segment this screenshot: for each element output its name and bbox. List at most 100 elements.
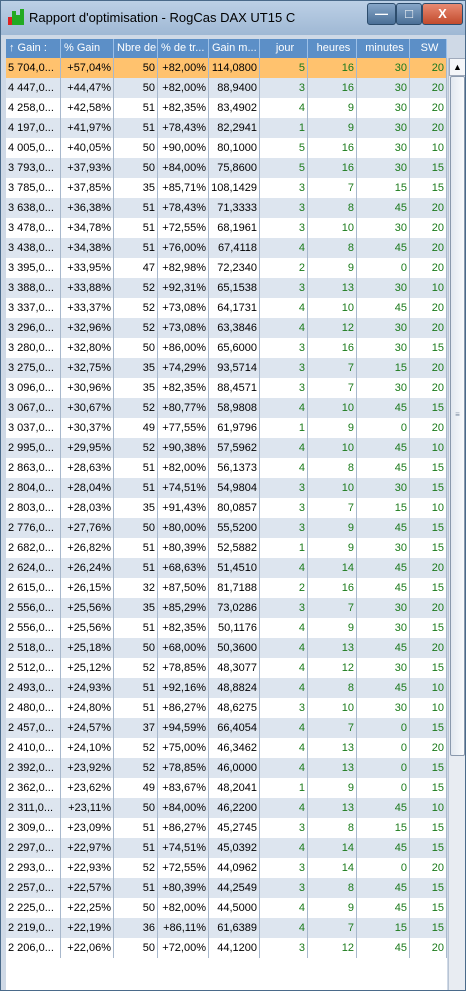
table-row[interactable]: 2 225,0... +22,25% 50 +82,00% 44,5000 4 9 45 15 xyxy=(6,898,447,918)
table-row[interactable]: 3 096,0... +30,96% 35 +82,35% 88,4571 3 7 30 20 xyxy=(6,378,447,398)
cell-heures: 9 xyxy=(308,98,357,118)
cell-jour: 3 xyxy=(260,178,308,198)
cell-nb: 51 xyxy=(114,698,158,718)
cell-nb: 51 xyxy=(114,558,158,578)
cell-gain: 2 219,0... xyxy=(6,918,61,938)
table-row[interactable]: 3 337,0... +33,37% 52 +73,08% 64,1731 4 10 45 20 xyxy=(6,298,447,318)
column-header-gainm[interactable]: Gain m... xyxy=(209,39,260,58)
table-row[interactable]: 2 995,0... +29,95% 52 +90,38% 57,5962 4 10 45 10 xyxy=(6,438,447,458)
cell-minutes: 30 xyxy=(357,318,410,338)
table-row[interactable]: 3 785,0... +37,85% 35 +85,71% 108,1429 3 7 15 15 xyxy=(6,178,447,198)
table-row[interactable]: 2 624,0... +26,24% 51 +68,63% 51,4510 4 14 45 20 xyxy=(6,558,447,578)
cell-nb: 52 xyxy=(114,298,158,318)
column-header-jour[interactable]: jour xyxy=(260,39,308,58)
cell-minutes: 30 xyxy=(357,118,410,138)
table-row[interactable]: 2 311,0... +23,11% 50 +84,00% 46,2200 4 13 45 10 xyxy=(6,798,447,818)
table-row[interactable]: 2 803,0... +28,03% 35 +91,43% 80,0857 3 7 15 10 xyxy=(6,498,447,518)
column-header-sw[interactable]: SW xyxy=(410,39,447,58)
table-row[interactable]: 2 493,0... +24,93% 51 +92,16% 48,8824 4 8 45 10 xyxy=(6,678,447,698)
column-header-gain[interactable]: ↑ Gain : xyxy=(6,39,61,58)
table-row[interactable]: 3 067,0... +30,67% 52 +80,77% 58,9808 4 10 45 15 xyxy=(6,398,447,418)
table-row[interactable]: 3 793,0... +37,93% 50 +84,00% 75,8600 5 16 30 15 xyxy=(6,158,447,178)
table-row[interactable]: 2 457,0... +24,57% 37 +94,59% 66,4054 4 7 0 15 xyxy=(6,718,447,738)
column-header-pctwin[interactable]: % de tr... xyxy=(158,39,209,58)
cell-gainm: 73,0286 xyxy=(209,598,260,618)
table-row[interactable]: 2 804,0... +28,04% 51 +74,51% 54,9804 3 10 30 15 xyxy=(6,478,447,498)
grip-icon: ≡ xyxy=(455,410,460,419)
table-row[interactable]: 3 478,0... +34,78% 51 +72,55% 68,1961 3 10 30 20 xyxy=(6,218,447,238)
cell-heures: 9 xyxy=(308,258,357,278)
table-row[interactable]: 2 556,0... +25,56% 35 +85,29% 73,0286 3 7 30 20 xyxy=(6,598,447,618)
column-header-minutes[interactable]: minutes xyxy=(357,39,410,58)
table-row[interactable]: 2 682,0... +26,82% 51 +80,39% 52,5882 1 9 30 15 xyxy=(6,538,447,558)
table-row[interactable]: 2 257,0... +22,57% 51 +80,39% 44,2549 3 8 45 15 xyxy=(6,878,447,898)
cell-nb: 35 xyxy=(114,498,158,518)
table-row[interactable]: 3 395,0... +33,95% 47 +82,98% 72,2340 2 9 0 20 xyxy=(6,258,447,278)
cell-gain: 4 005,0... xyxy=(6,138,61,158)
table-row[interactable]: 2 776,0... +27,76% 50 +80,00% 55,5200 3 9 45 15 xyxy=(6,518,447,538)
table-row[interactable]: 3 388,0... +33,88% 52 +92,31% 65,1538 3 13 30 10 xyxy=(6,278,447,298)
table-row[interactable]: 2 863,0... +28,63% 51 +82,00% 56,1373 4 8 45 15 xyxy=(6,458,447,478)
cell-nb: 51 xyxy=(114,198,158,218)
cell-pctwin: +84,00% xyxy=(158,798,209,818)
table-row[interactable]: 5 704,0... +57,04% 50 +82,00% 114,0800 5 16 30 2… xyxy=(6,58,447,78)
table-row[interactable]: 3 438,0... +34,38% 51 +76,00% 67,4118 4 8 45 20 xyxy=(6,238,447,258)
table-row[interactable]: 2 206,0... +22,06% 50 +72,00% 44,1200 3 12 45 20 xyxy=(6,938,447,958)
maximize-button[interactable]: □ xyxy=(396,3,422,25)
table-row[interactable]: 2 512,0... +25,12% 52 +78,85% 48,3077 4 12 30 15 xyxy=(6,658,447,678)
column-header-heures[interactable]: heures xyxy=(308,39,357,58)
cell-minutes: 30 xyxy=(357,378,410,398)
cell-gain: 3 438,0... xyxy=(6,238,61,258)
table-row[interactable]: 3 280,0... +32,80% 50 +86,00% 65,6000 3 16 30 15 xyxy=(6,338,447,358)
cell-sw: 20 xyxy=(410,298,447,318)
table-row[interactable]: 2 615,0... +26,15% 32 +87,50% 81,7188 2 16 45 15 xyxy=(6,578,447,598)
cell-nb: 35 xyxy=(114,378,158,398)
table-row[interactable]: 3 296,0... +32,96% 52 +73,08% 63,3846 4 12 30 20 xyxy=(6,318,447,338)
column-header-pct[interactable]: % Gain xyxy=(61,39,114,58)
table-row[interactable]: 2 556,0... +25,56% 51 +82,35% 50,1176 4 9 30 15 xyxy=(6,618,447,638)
scroll-up-arrow-icon[interactable]: ▲ xyxy=(449,58,465,76)
cell-gainm: 55,5200 xyxy=(209,518,260,538)
cell-minutes: 45 xyxy=(357,198,410,218)
cell-gain: 3 096,0... xyxy=(6,378,61,398)
table-row[interactable]: 2 392,0... +23,92% 52 +78,85% 46,0000 4 13 0 15 xyxy=(6,758,447,778)
table-row[interactable]: 4 197,0... +41,97% 51 +78,43% 82,2941 1 9 30 20 xyxy=(6,118,447,138)
cell-nb: 50 xyxy=(114,138,158,158)
cell-jour: 3 xyxy=(260,598,308,618)
scroll-thumb[interactable]: ≡ xyxy=(450,76,465,756)
table-row[interactable]: 2 362,0... +23,62% 49 +83,67% 48,2041 1 9 0 15 xyxy=(6,778,447,798)
table-row[interactable]: 2 309,0... +23,09% 51 +86,27% 45,2745 3 8 15 15 xyxy=(6,818,447,838)
cell-nb: 49 xyxy=(114,418,158,438)
title-bar[interactable]: Rapport d'optimisation - RogCas DAX UT15… xyxy=(1,1,465,35)
cell-gainm: 108,1429 xyxy=(209,178,260,198)
table-row[interactable]: 2 293,0... +22,93% 52 +72,55% 44,0962 3 14 0 20 xyxy=(6,858,447,878)
table-row[interactable]: 4 447,0... +44,47% 50 +82,00% 88,9400 3 16 30 20 xyxy=(6,78,447,98)
table-row[interactable]: 3 275,0... +32,75% 35 +74,29% 93,5714 3 7 15 20 xyxy=(6,358,447,378)
cell-heures: 12 xyxy=(308,938,357,958)
table-row[interactable]: 3 037,0... +30,37% 49 +77,55% 61,9796 1 9 0 20 xyxy=(6,418,447,438)
table-row[interactable]: 2 410,0... +24,10% 52 +75,00% 46,3462 4 13 0 20 xyxy=(6,738,447,758)
vertical-scrollbar[interactable]: ▲ ≡ xyxy=(448,58,465,990)
cell-sw: 15 xyxy=(410,398,447,418)
cell-pct: +32,80% xyxy=(61,338,114,358)
cell-sw: 15 xyxy=(410,718,447,738)
close-button[interactable]: X xyxy=(422,3,463,25)
table-row[interactable]: 2 219,0... +22,19% 36 +86,11% 61,6389 4 7 15 15 xyxy=(6,918,447,938)
minimize-button[interactable]: — xyxy=(367,3,396,25)
cell-pct: +26,15% xyxy=(61,578,114,598)
cell-sw: 15 xyxy=(410,158,447,178)
table-row[interactable]: 2 518,0... +25,18% 50 +68,00% 50,3600 4 13 45 20 xyxy=(6,638,447,658)
cell-gain: 2 556,0... xyxy=(6,598,61,618)
cell-nb: 35 xyxy=(114,598,158,618)
table-row[interactable]: 2 480,0... +24,80% 51 +86,27% 48,6275 3 10 30 10 xyxy=(6,698,447,718)
cell-heures: 7 xyxy=(308,598,357,618)
table-row[interactable]: 3 638,0... +36,38% 51 +78,43% 71,3333 3 8 45 20 xyxy=(6,198,447,218)
icon-bar-3 xyxy=(16,15,20,25)
column-header-nb[interactable]: Nbre de... xyxy=(114,39,158,58)
cell-heures: 10 xyxy=(308,218,357,238)
table-row[interactable]: 2 297,0... +22,97% 51 +74,51% 45,0392 4 14 45 15 xyxy=(6,838,447,858)
table-row[interactable]: 4 005,0... +40,05% 50 +90,00% 80,1000 5 16 30 10 xyxy=(6,138,447,158)
table-row[interactable]: 4 258,0... +42,58% 51 +82,35% 83,4902 4 9 30 20 xyxy=(6,98,447,118)
cell-heures: 14 xyxy=(308,838,357,858)
